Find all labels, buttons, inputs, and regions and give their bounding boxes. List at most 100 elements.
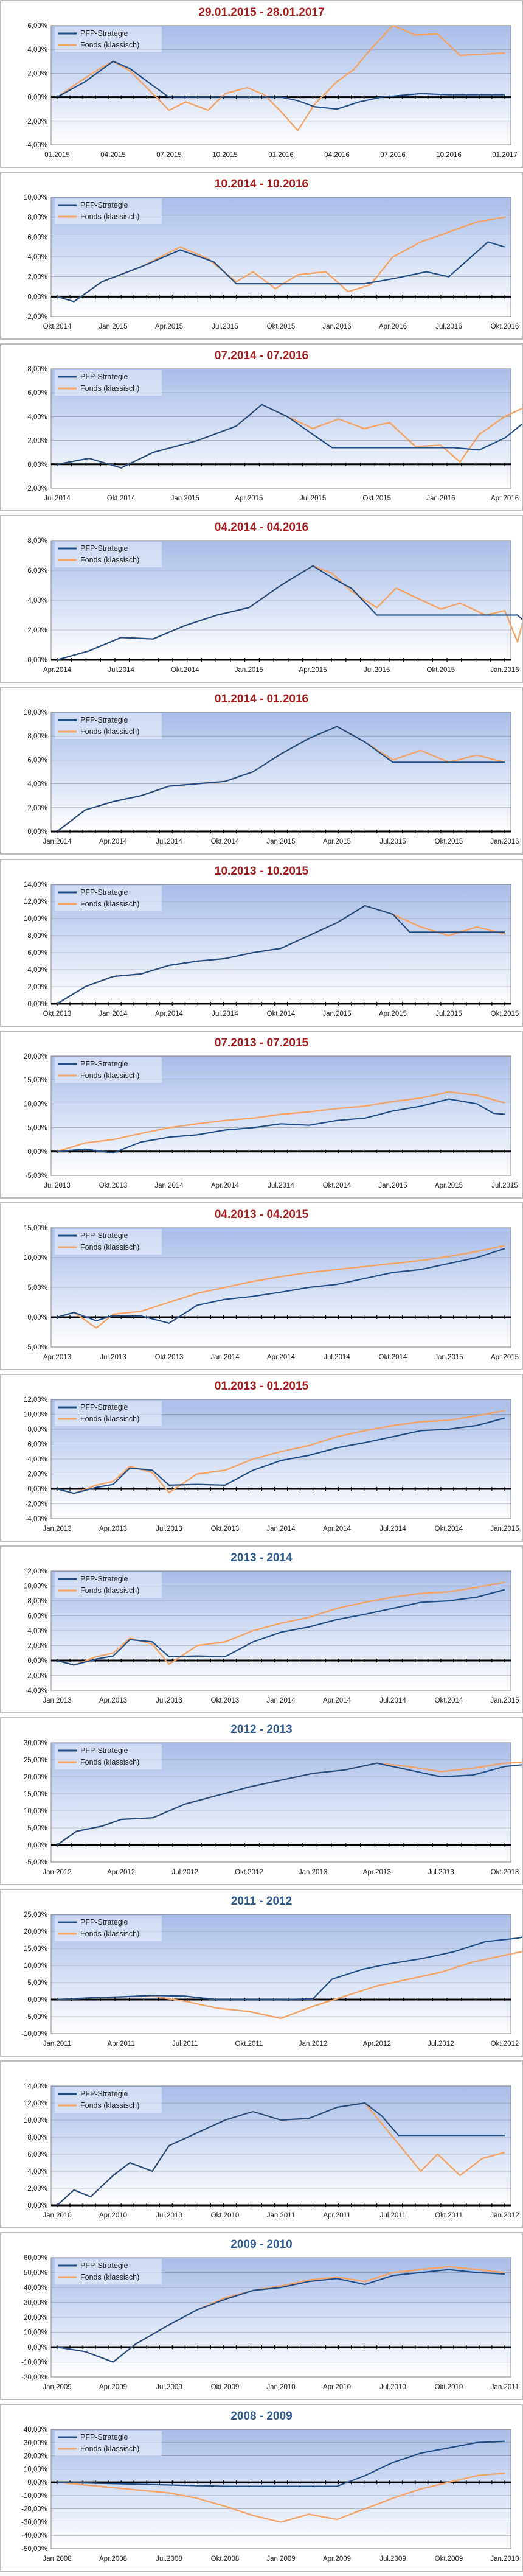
x-tick-label: Okt.2015 <box>491 1010 519 1018</box>
x-tick-label: Jan.2012 <box>490 2212 519 2219</box>
x-tick-label: Okt.2014 <box>107 495 136 502</box>
chart-panel: 07.2014 - 07.2016 -2,00% 0,00% 2,00% 4,00% 6,… <box>0 343 523 511</box>
legend-label: PFP-Strategie <box>80 1746 128 1755</box>
y-tick-label: -2,00% <box>26 118 47 125</box>
chart-svg: 0,00% 2,00% 4,00% 6,00% 8,00% 10,00% 12,00% 14,… <box>24 2083 519 2219</box>
x-tick-label: Jul.2012 <box>172 1869 198 1876</box>
x-tick-label: Jan.2014 <box>266 1697 296 1704</box>
x-tick-label: Okt.2014 <box>267 1010 296 1018</box>
chart-title: 01.2013 - 01.2015 <box>215 1380 309 1393</box>
legend: PFP-Strategie Fonds (klassisch) <box>55 542 162 567</box>
chart-title: 2008 - 2009 <box>230 2410 292 2423</box>
x-tick-label: Okt.2013 <box>155 1354 184 1361</box>
legend-label: Fonds (klassisch) <box>80 727 139 736</box>
x-tick-label: Okt.2014 <box>435 1697 463 1704</box>
x-tick-label: Jan.2015 <box>322 1010 351 1018</box>
y-tick-label: 60,00% <box>24 2255 47 2262</box>
legend-box <box>55 713 162 739</box>
legend: PFP-Strategie Fonds (klassisch) <box>55 1057 162 1083</box>
x-tick-label: Jul.2015 <box>364 667 390 674</box>
y-tick-label: 10,00% <box>24 1808 47 1815</box>
y-tick-label: 6,00% <box>27 567 47 575</box>
chart-title: 07.2013 - 07.2015 <box>215 1037 309 1049</box>
chart-panel: 2009 - 2010 -20,00% -10,00% 0,00% 10,00% 20,0… <box>0 2232 523 2400</box>
x-tick-label: Apr.2015 <box>379 1010 407 1018</box>
chart-panel: 2012 - 2013 -5,00% 0,00% 5,00% 10,00% 15,00% 2… <box>0 1717 523 1885</box>
chart-title: 2012 - 2013 <box>230 1723 292 1736</box>
y-tick-label: -5,00% <box>26 1859 47 1866</box>
legend: PFP-Strategie Fonds (klassisch) <box>55 2431 162 2456</box>
x-tick-label: Apr.2012 <box>363 2040 391 2048</box>
chart-svg: 07.2014 - 07.2016 -2,00% 0,00% 2,00% 4,00% 6,… <box>26 349 522 502</box>
y-tick-label: 6,00% <box>27 23 47 30</box>
y-tick-label: 0,00% <box>27 2344 47 2351</box>
legend-label: PFP-Strategie <box>80 1231 128 1240</box>
legend: PFP-Strategie Fonds (klassisch) <box>55 1744 162 1769</box>
x-tick-label: Jan.2015 <box>171 495 199 502</box>
legend-label: Fonds (klassisch) <box>80 384 139 393</box>
y-tick-label: 0,00% <box>27 1314 47 1321</box>
y-tick-label: 2,00% <box>27 805 47 812</box>
x-tick-label: Apr.2015 <box>235 495 263 502</box>
y-tick-label: -2,00% <box>26 1501 47 1508</box>
x-tick-label: Apr.2008 <box>99 2555 127 2563</box>
x-tick-label: 01.2015 <box>44 152 70 159</box>
y-tick-label: 0,00% <box>27 293 47 301</box>
y-tick-label: 0,00% <box>27 2202 47 2210</box>
y-tick-label: 0,00% <box>27 1149 47 1156</box>
legend-box <box>55 886 162 911</box>
x-tick-label: Okt.2013 <box>99 1182 128 1189</box>
y-tick-label: 6,00% <box>27 950 47 957</box>
legend-label: PFP-Strategie <box>80 2261 128 2270</box>
y-tick-label: 12,00% <box>24 2100 47 2107</box>
chart-title: 10.2013 - 10.2015 <box>215 865 309 878</box>
y-tick-label: 5,00% <box>27 1979 47 1987</box>
y-tick-label: 20,00% <box>24 1928 47 1936</box>
y-tick-label: 8,00% <box>27 1426 47 1433</box>
chart-svg: 2009 - 2010 -20,00% -10,00% 0,00% 10,00% 20,0… <box>21 2238 519 2391</box>
series-line-pfp-strategie <box>57 565 522 661</box>
x-tick-label: Okt.2012 <box>491 2040 519 2048</box>
chart-svg: 07.2013 - 07.2015 -5,00% 0,00% 5,00% 10,00% 1… <box>24 1037 518 1189</box>
y-tick-label: 10,00% <box>24 1412 47 1419</box>
legend-box <box>55 1229 162 1255</box>
y-tick-label: 0,00% <box>27 1842 47 1849</box>
x-tick-label: Jul.2014 <box>379 1697 406 1704</box>
x-tick-label: Apr.2014 <box>323 1697 352 1704</box>
y-tick-label: 50,00% <box>24 2270 47 2277</box>
x-tick-label: Okt.2011 <box>435 2212 463 2219</box>
legend-label: Fonds (klassisch) <box>80 2273 139 2281</box>
y-tick-label: 5,00% <box>27 1125 47 1132</box>
x-tick-label: Jan.2014 <box>43 838 72 845</box>
x-tick-label: 04.2015 <box>100 152 126 159</box>
y-tick-label: 10,00% <box>24 2466 47 2473</box>
y-tick-label: 2,00% <box>27 984 47 991</box>
y-tick-label: 12,00% <box>24 1396 47 1404</box>
x-tick-label: Okt.2015 <box>435 838 463 845</box>
x-tick-label: Okt.2014 <box>379 1354 407 1361</box>
legend: PFP-Strategie Fonds (klassisch) <box>55 886 162 911</box>
series-line-pfp-strategie <box>57 905 505 1004</box>
chart-panel: 0,00% 2,00% 4,00% 6,00% 8,00% 10,00% 12,00% 14,… <box>0 2060 523 2228</box>
y-tick-label: 14,00% <box>24 881 47 889</box>
y-tick-label: 0,00% <box>27 1997 47 2004</box>
x-tick-label: Jul.2009 <box>156 2384 182 2391</box>
x-tick-label: Jan.2013 <box>299 1869 327 1876</box>
chart-panel: 04.2013 - 04.2015 -5,00% 0,00% 5,00% 10,00% 1… <box>0 1202 523 1370</box>
chart-svg: 2012 - 2013 -5,00% 0,00% 5,00% 10,00% 15,00% 2… <box>24 1723 522 1876</box>
x-tick-label: Jul.2013 <box>100 1354 126 1361</box>
y-tick-label: 6,00% <box>27 1613 47 1620</box>
legend-label: Fonds (klassisch) <box>80 212 139 221</box>
legend-label: PFP-Strategie <box>80 1918 128 1927</box>
y-tick-label: 20,00% <box>24 1774 47 1781</box>
legend: PFP-Strategie Fonds (klassisch) <box>55 1229 162 1255</box>
x-tick-label: Okt.2014 <box>171 667 199 674</box>
x-tick-label: Jan.2012 <box>299 2040 327 2048</box>
x-tick-label: Jan.2010 <box>490 2555 519 2563</box>
legend: PFP-Strategie Fonds (klassisch) <box>55 198 162 224</box>
x-tick-label: Jul.2013 <box>156 1525 182 1533</box>
legend: PFP-Strategie Fonds (klassisch) <box>55 2087 162 2113</box>
y-tick-label: -10,00% <box>21 2359 47 2367</box>
y-tick-label: 12,00% <box>24 898 47 906</box>
x-tick-label: Apr.2012 <box>107 1869 135 1876</box>
